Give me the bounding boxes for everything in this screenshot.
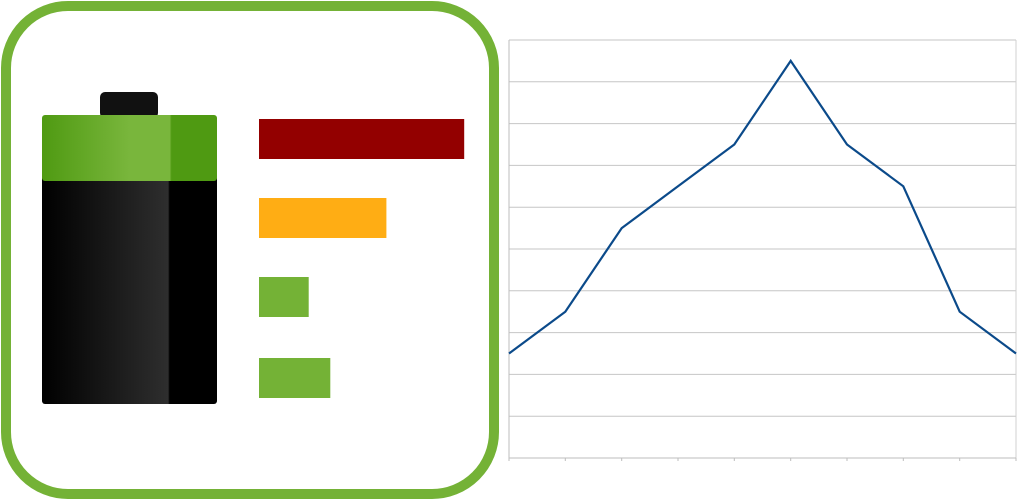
battery-charge-level (42, 115, 217, 181)
chart-axes (508, 40, 1017, 461)
usage-bar-low (259, 277, 309, 317)
battery-body (42, 117, 217, 404)
battery-usage-icon (1, 1, 499, 499)
series-line (508, 58, 1017, 355)
chart-series (508, 58, 1017, 355)
usage-bar-medium (259, 198, 387, 238)
usage-bars (259, 119, 465, 398)
battery-cap (100, 92, 158, 118)
usage-bar-high (259, 119, 465, 159)
usage-bar-lowest (259, 358, 331, 398)
line-chart (508, 39, 1017, 461)
